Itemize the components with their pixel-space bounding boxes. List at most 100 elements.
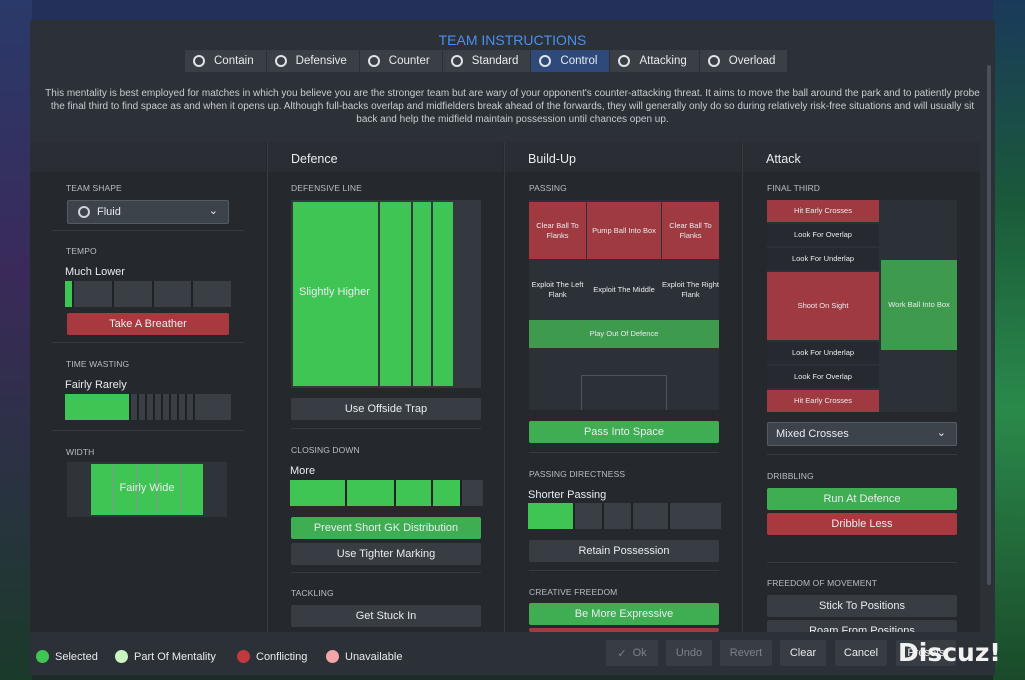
control-icon xyxy=(539,55,552,67)
width-pitch[interactable]: Fairly Wide xyxy=(67,462,227,517)
team-shape-dropdown[interactable]: Fluid ⌄ xyxy=(67,200,229,224)
shield-icon xyxy=(193,55,205,67)
mentality-description: This mentality is best employed for matc… xyxy=(45,88,980,125)
get-stuck-in-button[interactable]: Get Stuck In xyxy=(291,605,481,627)
hit-early-crosses-bottom[interactable]: Hit Early Crosses xyxy=(767,390,879,412)
width-fill xyxy=(91,464,203,515)
legend-label: Selected xyxy=(55,650,98,663)
divider xyxy=(767,454,957,455)
general-head xyxy=(30,142,266,172)
closing-down-value: More xyxy=(290,465,316,477)
tab-defensive[interactable]: Defensive xyxy=(267,50,360,72)
team-shape-label: TEAM SHAPE xyxy=(66,183,122,193)
exploit-middle-option[interactable]: Exploit The Middle xyxy=(593,284,655,294)
dialog-title: TEAM INSTRUCTIONS xyxy=(438,32,587,48)
fluid-icon xyxy=(78,206,90,218)
passing-pitch: Clear Ball To Flanks Pump Ball Into Box … xyxy=(529,200,719,410)
crosses-dropdown[interactable]: Mixed Crosses ⌄ xyxy=(767,422,957,446)
counter-icon xyxy=(367,55,380,67)
clear-ball-right-option[interactable]: Clear Ball To Flanks xyxy=(662,202,719,259)
legend-conflicting: Conflicting xyxy=(237,650,307,663)
clear-ball-left-option[interactable]: Clear Ball To Flanks xyxy=(529,202,586,259)
legend-selected: Selected xyxy=(36,650,98,663)
tab-overload[interactable]: Overload xyxy=(700,50,789,72)
exploit-left-option[interactable]: Exploit The Left Flank xyxy=(531,279,584,299)
divider xyxy=(529,570,719,571)
tab-counter[interactable]: Counter xyxy=(360,50,443,72)
clear-button[interactable]: Clear xyxy=(780,640,826,666)
divider xyxy=(52,342,244,343)
passing-directness-slider[interactable] xyxy=(528,503,721,529)
overload-icon xyxy=(707,55,720,67)
prevent-short-gk-button[interactable]: Prevent Short GK Distribution xyxy=(291,517,481,539)
take-a-breather-button[interactable]: Take A Breather xyxy=(67,313,229,335)
tab-standard[interactable]: Standard xyxy=(443,50,532,72)
legend-part-of-mentality: Part Of Mentality xyxy=(115,650,216,663)
tempo-fill xyxy=(65,281,72,307)
tab-control[interactable]: Control xyxy=(531,50,611,72)
tempo-slider[interactable] xyxy=(65,281,231,307)
background-right xyxy=(993,0,1025,680)
pass-into-space-button[interactable]: Pass Into Space xyxy=(529,421,719,443)
tab-attacking[interactable]: Attacking xyxy=(610,50,700,72)
chevron-down-icon: ⌄ xyxy=(208,205,218,217)
watermark: Discuz! xyxy=(898,638,1001,667)
legend-label: Part Of Mentality xyxy=(134,650,216,663)
hit-early-crosses-top[interactable]: Hit Early Crosses xyxy=(767,200,879,222)
final-third-label: FINAL THIRD xyxy=(767,183,821,193)
ok-label: Ok xyxy=(632,647,647,659)
exploit-right-option[interactable]: Exploit The Right Flank xyxy=(662,279,719,299)
roam-clip: Roam From Positions xyxy=(767,620,957,632)
play-out-of-defence-option[interactable]: Play Out Of Defence xyxy=(529,320,719,348)
tab-contain[interactable]: Contain xyxy=(185,50,267,72)
divider xyxy=(291,572,481,573)
mentality-tabs: Contain Defensive Counter Standard Contr… xyxy=(185,50,789,72)
tab-label: Attacking xyxy=(639,55,687,67)
closing-down-label: CLOSING DOWN xyxy=(291,445,360,455)
legend-label: Conflicting xyxy=(256,650,308,663)
look-for-overlap-bottom[interactable]: Look For Overlap xyxy=(767,366,879,388)
stick-to-positions-button[interactable]: Stick To Positions xyxy=(767,595,957,617)
be-more-expressive-button[interactable]: Be More Expressive xyxy=(529,603,719,625)
tempo-label: TEMPO xyxy=(66,246,97,256)
creative-freedom-option-partial[interactable] xyxy=(529,628,719,632)
cancel-button[interactable]: Cancel xyxy=(835,640,887,666)
chevron-down-icon: ⌄ xyxy=(936,427,946,439)
pump-ball-option[interactable]: Pump Ball Into Box xyxy=(587,202,661,259)
standard-icon xyxy=(450,55,463,67)
tab-label: Defensive xyxy=(295,55,347,67)
roam-from-positions-button[interactable]: Roam From Positions xyxy=(767,620,957,632)
dribble-less-button[interactable]: Dribble Less xyxy=(767,513,957,535)
offside-trap-button[interactable]: Use Offside Trap xyxy=(291,398,481,420)
passing-directness-fill xyxy=(528,503,573,529)
check-icon: ✓ xyxy=(617,647,627,660)
instructions-panel: TEAM SHAPE Fluid ⌄ TEMPO Much Lower Take… xyxy=(30,142,980,632)
defensive-line-slider[interactable]: Slightly Higher xyxy=(291,200,481,388)
look-for-overlap-top[interactable]: Look For Overlap xyxy=(767,224,879,246)
divider xyxy=(529,452,719,453)
time-wasting-fill xyxy=(65,394,129,420)
undo-button[interactable]: Undo xyxy=(666,640,712,666)
shoot-on-sight-option[interactable]: Shoot On Sight xyxy=(767,272,879,340)
look-for-underlap-top[interactable]: Look For Underlap xyxy=(767,248,879,270)
ok-button[interactable]: ✓ Ok xyxy=(606,640,658,666)
closing-down-slider[interactable] xyxy=(290,480,483,506)
unavailable-dot xyxy=(326,650,339,663)
presets-button[interactable]: Presets xyxy=(896,640,956,666)
width-value: Fairly Wide xyxy=(119,482,175,494)
dribbling-label: DRIBBLING xyxy=(767,471,814,481)
work-ball-into-box-option[interactable]: Work Ball Into Box xyxy=(881,260,957,350)
scrollbar[interactable] xyxy=(987,65,991,585)
revert-button[interactable]: Revert xyxy=(720,640,772,666)
look-for-underlap-bottom[interactable]: Look For Underlap xyxy=(767,342,879,364)
defence-head: Defence xyxy=(268,142,503,172)
legend-label: Unavailable xyxy=(345,650,403,663)
final-third-pitch: Hit Early Crosses Look For Overlap Look … xyxy=(767,200,957,412)
background-top xyxy=(0,0,1025,20)
run-at-defence-button[interactable]: Run At Defence xyxy=(767,488,957,510)
attacking-icon xyxy=(618,55,631,67)
divider xyxy=(291,428,481,429)
retain-possession-button[interactable]: Retain Possession xyxy=(529,540,719,562)
time-wasting-slider[interactable] xyxy=(65,394,231,420)
tighter-marking-button[interactable]: Use Tighter Marking xyxy=(291,543,481,565)
